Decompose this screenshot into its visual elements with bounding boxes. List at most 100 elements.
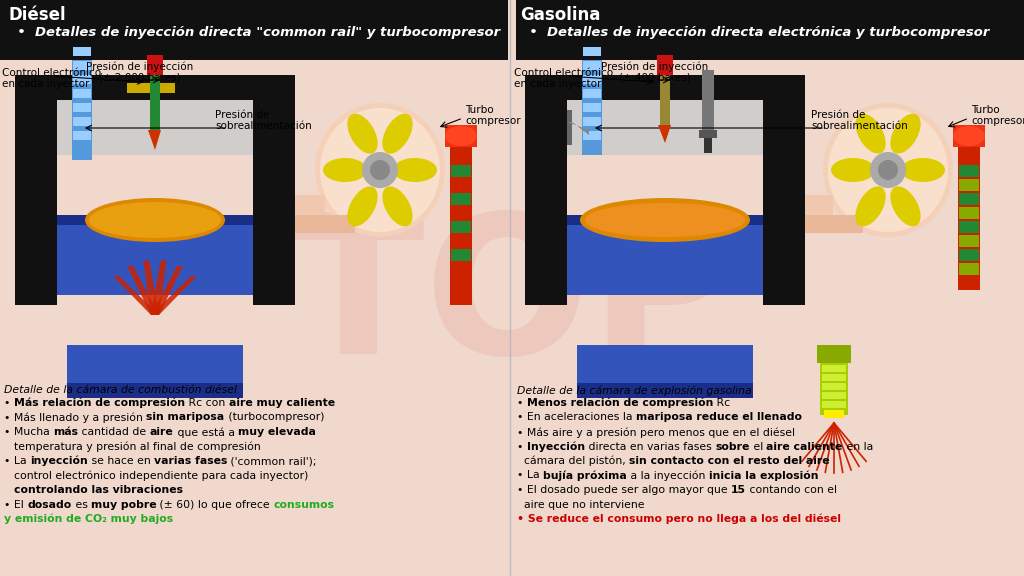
Text: Rc: Rc [714,398,730,408]
Bar [451,235,471,247]
Ellipse shape [319,108,440,232]
Bar [567,100,763,155]
Bar [253,75,295,305]
Text: •  Detalles de inyección directa "common rail" y turbocompresor: • Detalles de inyección directa "common … [8,26,500,39]
Bar [822,392,846,399]
Text: Turbo: Turbo [971,105,999,115]
Bar [15,75,57,305]
Bar [525,75,567,305]
Text: •: • [517,398,527,408]
Text: Rc con: Rc con [185,398,228,408]
Ellipse shape [347,187,378,226]
Text: •: • [517,441,527,452]
Text: es: es [72,499,91,510]
Text: Presión de: Presión de [215,110,269,120]
Bar [451,165,471,177]
Ellipse shape [89,202,221,238]
Bar [583,89,601,98]
Ellipse shape [870,152,906,188]
Text: Control electrónico: Control electrónico [514,68,613,78]
Text: •  Detalles de inyección directa electrónica y turbocompresor: • Detalles de inyección directa electrón… [520,26,989,39]
Ellipse shape [953,126,985,146]
Bar [295,195,325,215]
Bar [660,75,670,125]
Bar [583,47,601,56]
Bar [959,193,979,205]
Bar [959,207,979,219]
Text: contando con el: contando con el [746,485,838,495]
Polygon shape [148,130,161,150]
Ellipse shape [347,113,378,154]
Bar [451,263,471,275]
Text: TOP: TOP [292,206,732,394]
Text: mariposa reduce el llenado: mariposa reduce el llenado [636,412,802,423]
Text: • Más aire y a presión pero menos que en el diésel: • Más aire y a presión pero menos que en… [517,427,795,438]
Text: • Mucha: • Mucha [4,427,53,437]
Ellipse shape [890,187,921,226]
Bar [445,125,477,147]
Ellipse shape [393,158,437,182]
Bar [525,75,805,100]
Bar [73,131,91,140]
Text: inyección: inyección [30,456,88,467]
Bar [567,110,572,145]
Text: (turbocompresor): (turbocompresor) [224,412,324,423]
Text: inicia la explosión: inicia la explosión [709,471,818,481]
Bar [73,47,91,56]
Bar [451,193,471,205]
Polygon shape [127,266,159,315]
Text: el: el [750,441,766,452]
Ellipse shape [85,198,225,242]
Bar [0,0,508,60]
Text: Control electrónico: Control electrónico [2,68,101,78]
Text: (± 400 bares): (± 400 bares) [620,73,691,83]
Text: controlando las vibraciones: controlando las vibraciones [14,485,183,495]
Text: 15: 15 [731,485,746,495]
Bar [451,207,471,219]
Text: • El: • El [4,499,28,510]
Ellipse shape [831,158,874,182]
Bar [67,345,243,385]
Ellipse shape [890,113,921,154]
Bar [73,75,91,84]
Bar [295,215,355,233]
Text: más: más [53,427,78,437]
Bar [450,135,472,305]
Bar [699,130,717,138]
Bar [820,345,848,415]
Ellipse shape [855,113,886,154]
Bar [583,103,601,112]
Bar [67,383,243,398]
Text: que está a: que está a [174,427,239,438]
Bar [959,263,979,275]
Ellipse shape [445,126,477,146]
Bar [73,89,91,98]
Bar [73,103,91,112]
Bar [57,100,253,155]
Bar [959,249,979,261]
Text: sin contacto con el resto del aire: sin contacto con el resto del aire [630,456,829,466]
Bar [583,117,601,126]
Text: Menos relación de compresión: Menos relación de compresión [527,398,714,408]
Polygon shape [113,276,159,315]
Text: a la inyección: a la inyección [627,471,709,481]
Bar [953,125,985,147]
Bar [73,117,91,126]
Bar [567,100,763,155]
Bar [147,55,163,75]
Bar [817,345,851,363]
Text: sobre: sobre [715,441,750,452]
Bar [583,75,601,84]
Text: cámara del pistón,: cámara del pistón, [517,456,630,467]
Text: Inyección: Inyección [527,441,585,452]
Bar [959,179,979,191]
Polygon shape [151,266,183,315]
Text: aire caliente: aire caliente [766,441,843,452]
Text: sobrealimentación: sobrealimentación [811,121,907,131]
Text: temperatura y presión al final de compresión: temperatura y presión al final de compre… [14,441,261,452]
Ellipse shape [382,113,413,154]
Text: muy pobre: muy pobre [91,499,157,510]
Bar [705,138,712,153]
Text: Presión de inyección: Presión de inyección [601,62,709,73]
Ellipse shape [370,160,390,180]
